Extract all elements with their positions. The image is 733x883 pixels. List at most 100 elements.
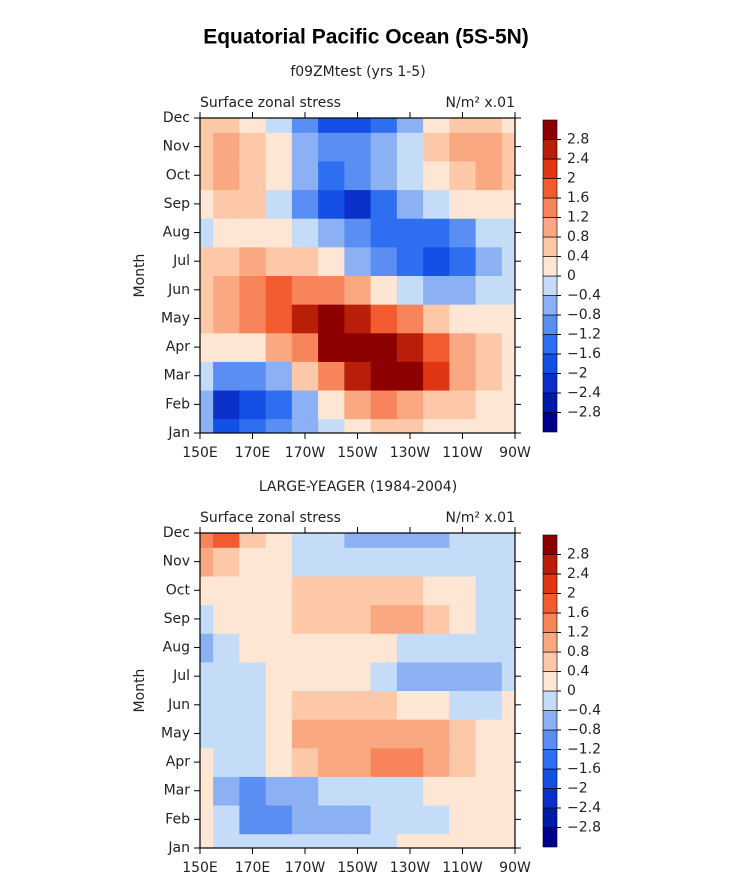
contour-cell: [200, 361, 214, 391]
contour-cell: [291, 332, 319, 362]
contour-cell: [449, 275, 477, 305]
contour-cell: [423, 390, 450, 420]
colorbar-box: [542, 217, 558, 238]
colorbar-label: −0.8: [567, 307, 601, 323]
y-tick-label: Feb: [165, 811, 190, 827]
contour-cell: [475, 833, 503, 849]
contour-cell: [501, 575, 516, 606]
y-tick-label: Jun: [167, 282, 190, 298]
colorbar-label: −1.6: [567, 346, 601, 362]
contour-cell: [200, 304, 214, 334]
colorbar-box: [542, 827, 558, 848]
contour-cell: [291, 661, 319, 691]
contour-cell: [423, 604, 450, 634]
contour-cell: [501, 719, 516, 749]
contour-cell: [370, 604, 398, 634]
contour-cell: [423, 218, 450, 248]
contour-cell: [396, 661, 424, 691]
contour-cell: [370, 805, 398, 835]
colorbar-box: [542, 612, 558, 633]
colorbar-box: [542, 807, 558, 828]
contour-cell: [449, 418, 477, 434]
contour-cell: [396, 690, 424, 720]
contour-cell: [501, 805, 516, 835]
contour-cell: [501, 418, 516, 434]
contour-cell: [475, 604, 503, 634]
contour-cell: [200, 218, 214, 248]
contour-cell: [239, 361, 267, 391]
colorbar-box: [542, 256, 558, 277]
colorbar-label: −2.8: [567, 405, 601, 421]
contour-cell: [200, 533, 214, 548]
contour-cell: [318, 189, 345, 219]
colorbar-box: [542, 768, 558, 789]
colorbar-box: [542, 554, 558, 575]
contour-cell: [475, 690, 503, 720]
contour-cell: [213, 633, 240, 663]
contour-cell: [370, 361, 398, 391]
contour-cell: [501, 547, 516, 577]
contour-cell: [265, 547, 293, 577]
contour-cell: [213, 361, 240, 391]
contour-cell: [396, 390, 424, 420]
contour-cell: [213, 833, 240, 849]
panel-right-label: N/m² x.01: [446, 510, 515, 526]
contour-cell: [344, 533, 372, 548]
contour-cell: [200, 189, 214, 219]
contour-cell: [344, 160, 372, 191]
contour-cell: [318, 533, 345, 548]
contour-cell: [265, 189, 293, 219]
colorbar-box: [542, 197, 558, 218]
x-tick-label: 170E: [235, 445, 271, 461]
colorbar-label: −2.8: [567, 820, 601, 836]
colorbar-label: 0.8: [567, 229, 589, 245]
contour-cell: [344, 418, 372, 434]
colorbar-box: [542, 788, 558, 809]
contour-cell: [501, 747, 516, 777]
contour-cell: [423, 547, 450, 577]
contour-cell: [396, 747, 424, 777]
contour-cell: [239, 218, 267, 248]
contour-cell: [200, 132, 214, 162]
contour-cell: [501, 533, 516, 548]
y-tick-label: May: [161, 310, 190, 326]
contour-cell: [370, 575, 398, 606]
contour-cell: [396, 246, 424, 276]
contour-cell: [213, 747, 240, 777]
y-tick-label: Sep: [164, 196, 191, 212]
contour-cell: [449, 547, 477, 577]
figure-title: Equatorial Pacific Ocean (5S-5N): [203, 26, 529, 49]
contour-cell: [291, 246, 319, 276]
x-tick-label: 150E: [182, 445, 218, 461]
contour-cell: [475, 189, 503, 219]
panel-title: f09ZMtest (yrs 1-5): [290, 64, 425, 80]
contour-cell: [344, 246, 372, 276]
colorbar-label: −1.6: [567, 761, 601, 777]
contour-cell: [449, 776, 477, 806]
contour-cell: [291, 160, 319, 191]
contour-cell: [239, 833, 267, 849]
contour-cell: [396, 776, 424, 806]
contour-cell: [291, 533, 319, 548]
contour-cell: [200, 246, 214, 276]
contour-cell: [370, 218, 398, 248]
y-tick-label: Mar: [164, 368, 191, 384]
contour-cell: [449, 575, 477, 606]
contour-cell: [239, 390, 267, 420]
contour-cell: [370, 418, 398, 434]
colorbar-label: −0.4: [567, 288, 601, 304]
contour-cell: [213, 547, 240, 577]
colorbar-label: 2.4: [567, 566, 589, 582]
contour-cell: [501, 218, 516, 248]
contour-cell: [239, 275, 267, 305]
contour-cell: [213, 805, 240, 835]
contour-cell: [265, 690, 293, 720]
contour-cell: [213, 118, 240, 133]
contour-cell: [501, 332, 516, 362]
contour-cell: [239, 547, 267, 577]
contour-cell: [370, 189, 398, 219]
contour-cell: [344, 547, 372, 577]
contour-cell: [449, 246, 477, 276]
contour-cell: [449, 189, 477, 219]
colorbar-label: −1.2: [567, 327, 601, 343]
